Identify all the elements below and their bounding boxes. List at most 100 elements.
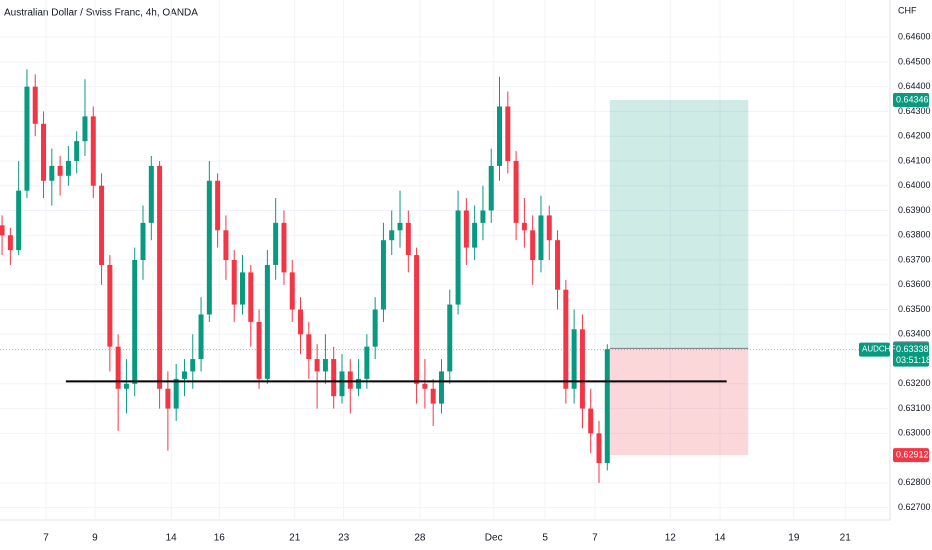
candle-body	[604, 349, 610, 464]
y-tick-label: 0.63200	[898, 378, 931, 388]
candle-body	[165, 388, 171, 409]
candle-body	[41, 123, 47, 181]
candle-body	[405, 222, 411, 256]
y-tick-label: 0.62700	[898, 502, 931, 512]
x-tick-label: 23	[338, 533, 350, 544]
y-tick-label: 0.62800	[898, 477, 931, 487]
candle-body	[231, 260, 237, 305]
symbol-tag-bg	[859, 342, 890, 357]
candle-body	[57, 165, 63, 176]
candle-body	[463, 210, 469, 248]
candle-body	[488, 165, 494, 211]
candle-body	[306, 334, 312, 360]
y-tick-label: 0.63700	[898, 254, 931, 264]
candle-body	[289, 272, 295, 310]
candle-body	[148, 165, 154, 223]
candle-body	[190, 359, 196, 372]
candle-body	[173, 378, 179, 409]
candle-body	[223, 230, 229, 260]
x-tick-label: 28	[414, 533, 426, 544]
candle-body	[7, 235, 13, 251]
y-tick-label: 0.63100	[898, 403, 931, 413]
candle-body	[331, 359, 337, 397]
candle-body	[240, 272, 246, 305]
y-tick-label: 0.63400	[898, 329, 931, 339]
candle-body	[198, 314, 204, 360]
candle-body	[82, 116, 88, 142]
candle-body	[181, 371, 187, 379]
candle-body	[273, 222, 279, 265]
candle-body	[206, 180, 212, 315]
candle-body	[90, 116, 96, 186]
candle-body	[538, 215, 544, 260]
x-tick-label: Dec	[485, 533, 503, 544]
candle-body	[65, 160, 71, 176]
x-tick-label: 19	[788, 533, 800, 544]
y-tick-label: 0.63500	[898, 304, 931, 314]
chart-title: Australian Dollar / Swiss Franc, 4h, OAN…	[4, 8, 198, 19]
target-zone	[609, 100, 749, 349]
x-tick-label: 7	[592, 533, 598, 544]
target-tag: 0.64346	[896, 94, 929, 104]
candle-body	[356, 378, 362, 389]
candle-body	[339, 371, 345, 397]
x-tick-label: 14	[714, 533, 726, 544]
candle-body	[480, 210, 486, 223]
candle-body	[455, 210, 461, 305]
candle-body	[422, 383, 428, 389]
candle-body	[563, 289, 569, 389]
candle-body	[107, 264, 113, 347]
stop-tag: 0.62912	[896, 449, 929, 459]
y-tick-label: 0.64100	[898, 155, 931, 165]
candle-body	[123, 383, 129, 389]
candle-body	[99, 185, 105, 265]
candle-body	[322, 359, 328, 372]
candle-body	[505, 106, 511, 161]
candle-body	[414, 255, 420, 384]
candle-body	[447, 304, 453, 372]
y-tick-label: 0.64400	[898, 81, 931, 91]
x-tick-label: 21	[289, 533, 301, 544]
x-tick-label: 16	[214, 533, 226, 544]
candle-body	[497, 106, 503, 166]
candle-body	[215, 180, 221, 231]
current-price-tag-bg	[893, 342, 929, 367]
candle-body	[364, 346, 370, 379]
candle-body	[372, 309, 378, 347]
y-tick-label: 0.64500	[898, 56, 931, 66]
candle-body	[157, 165, 163, 389]
candle-body	[438, 371, 444, 404]
symbol-tag: AUDCHF	[862, 345, 895, 354]
candle-body	[430, 388, 436, 404]
y-tick-label: 0.64600	[898, 32, 931, 42]
currency-label: CHF	[898, 5, 917, 15]
stop-tag-bg	[893, 448, 929, 463]
candle-body	[555, 240, 561, 290]
y-tick-label: 0.64000	[898, 180, 931, 190]
x-tick-label: 14	[166, 533, 178, 544]
y-tick-label: 0.63600	[898, 279, 931, 289]
x-tick-label: 9	[92, 533, 98, 544]
candle-body	[588, 408, 594, 434]
candle-body	[140, 222, 146, 260]
target-tag-bg	[893, 93, 929, 108]
y-tick-label: 0.63900	[898, 205, 931, 215]
x-tick-label: 21	[840, 533, 852, 544]
candle-body	[579, 329, 585, 409]
candle-body	[115, 346, 121, 389]
candle-body	[513, 160, 519, 223]
candle-body	[132, 260, 138, 384]
candle-body	[256, 321, 262, 379]
candle-body	[264, 264, 270, 379]
y-tick-label: 0.63800	[898, 230, 931, 240]
candle-body	[314, 359, 320, 372]
y-tick-label: 0.63000	[898, 428, 931, 438]
stop-zone	[609, 348, 749, 456]
candle-body	[298, 309, 304, 335]
x-tick-label: 12	[665, 533, 677, 544]
candle-body	[24, 86, 30, 191]
candle-body	[347, 371, 353, 389]
